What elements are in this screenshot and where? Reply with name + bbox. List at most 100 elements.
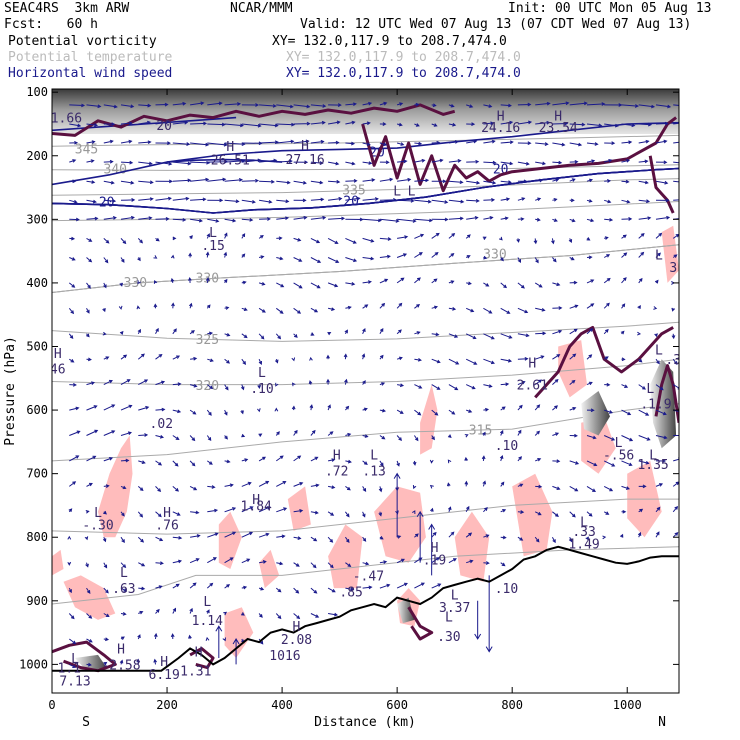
wind-vector-246 (586, 218, 595, 223)
wind-vector-604 (552, 459, 561, 464)
wind-vector-608 (621, 460, 633, 466)
wind-vector-88 (345, 141, 356, 146)
wind-vector-773 (155, 608, 160, 614)
pv-negative-region-8 (512, 473, 553, 557)
wind-vector-599 (464, 456, 469, 461)
wind-vector-352 (552, 282, 561, 287)
wind-vector-367 (188, 302, 193, 309)
extremum-label-47: 1016 (269, 649, 300, 664)
wind-vector-10 (241, 103, 260, 107)
wind-vector-690 (172, 535, 183, 540)
wind-vector-395 (671, 307, 676, 312)
pv-negative-region-5 (374, 486, 426, 563)
wind-vector-327 (119, 282, 123, 287)
wind-vector-686 (102, 537, 107, 543)
wind-vector-276 (482, 236, 487, 240)
pv-negative-region-2 (52, 549, 64, 576)
wind-vector-199 (397, 198, 415, 203)
wind-vector-450 (379, 354, 384, 360)
wind-vector-134 (517, 161, 530, 166)
wind-vector-531 (534, 404, 541, 411)
wind-vector-111 (120, 160, 134, 165)
wind-vector-494 (517, 380, 526, 386)
wind-vector-289 (86, 257, 93, 263)
wind-vector-155 (259, 179, 275, 184)
wind-vector-298 (241, 253, 246, 258)
wind-vector-208 (552, 198, 558, 202)
wind-vector-433 (86, 357, 92, 362)
wind-vector-209 (569, 198, 575, 203)
wind-vector-409 (293, 333, 298, 338)
wind-vector-2 (103, 104, 118, 109)
wind-vector-410 (310, 332, 315, 336)
wind-vector-536 (621, 409, 632, 416)
wind-vector-497 (569, 379, 576, 385)
extremum-label-59: H (160, 655, 168, 670)
wind-vector-453 (431, 358, 441, 364)
wind-vector-482 (308, 380, 313, 385)
wind-vector-463 (603, 356, 609, 360)
wind-vector-228 (276, 216, 290, 221)
wind-vector-769 (86, 613, 93, 619)
wind-vector-671 (465, 505, 470, 513)
wind-vector-515 (257, 408, 261, 413)
wind-vector-741 (431, 557, 440, 564)
extremum-label-16: 46 (50, 363, 66, 378)
wind-vector-170 (517, 179, 528, 184)
wind-vector-64 (552, 121, 569, 126)
wind-vector-375 (327, 307, 336, 311)
wind-vector-404 (207, 331, 214, 336)
wind-vector-4 (138, 103, 152, 108)
theta-label-9: 315 (469, 423, 492, 438)
y-axis-label: Pressure (hPa) (3, 336, 18, 446)
wind-vector-280 (551, 238, 555, 245)
wind-vector-124 (345, 161, 356, 166)
theta-isentrope-9 (52, 403, 679, 462)
wind-vector-57 (431, 123, 438, 127)
wind-vector-40 (138, 120, 151, 125)
wind-vector-473 (155, 380, 166, 386)
wind-vector-634 (446, 482, 451, 487)
wind-vector-135 (535, 161, 546, 166)
wind-vector-408 (275, 333, 282, 340)
wind-vector-538 (655, 409, 667, 416)
extremum-label-1: 26.51 (211, 154, 250, 169)
wind-vector-strong-5 (474, 600, 482, 640)
wind-vector-strong-1 (416, 510, 424, 563)
x-tick-label-0: 0 (48, 698, 55, 712)
wind-vector-587 (258, 456, 266, 462)
wind-vector-464 (621, 357, 626, 362)
wind-vector-478 (240, 384, 245, 391)
wind-vector-765 (396, 582, 408, 589)
wind-vector-458 (517, 356, 529, 361)
wind-vector-418 (448, 333, 459, 338)
wind-vector-479 (257, 384, 262, 390)
extremum-label-66: L (393, 185, 401, 200)
wind-vector-768 (68, 613, 75, 620)
wind-vector-249 (638, 216, 652, 220)
wind-vector-439 (190, 356, 198, 361)
pv-contour-6 (189, 647, 215, 670)
wind-vector-368 (206, 304, 211, 309)
wind-vector-466 (655, 358, 660, 365)
wind-vector-225 (224, 218, 237, 223)
wind-vector-24 (483, 104, 493, 108)
wind-vector-697 (293, 536, 302, 540)
wind-vector-568 (552, 432, 560, 436)
wind-vector-79 (190, 142, 210, 147)
wind-vector-26 (517, 102, 532, 107)
wind-vector-507 (120, 404, 133, 411)
wind-vector-614 (103, 484, 110, 488)
wind-vector-766 (414, 582, 425, 589)
x-tick-label-1: 200 (156, 698, 178, 712)
wind-vector-594 (379, 460, 384, 467)
wind-vector-729 (224, 557, 234, 564)
wind-vector-388 (552, 306, 563, 310)
wind-vector-93 (431, 140, 441, 145)
wind-vector-244 (552, 218, 558, 222)
wind-vector-313 (500, 257, 504, 262)
wind-vector-390 (586, 303, 595, 309)
wind-vector-652 (137, 511, 144, 518)
wind-vector-141 (638, 159, 649, 164)
wind-vector-483 (326, 378, 330, 385)
